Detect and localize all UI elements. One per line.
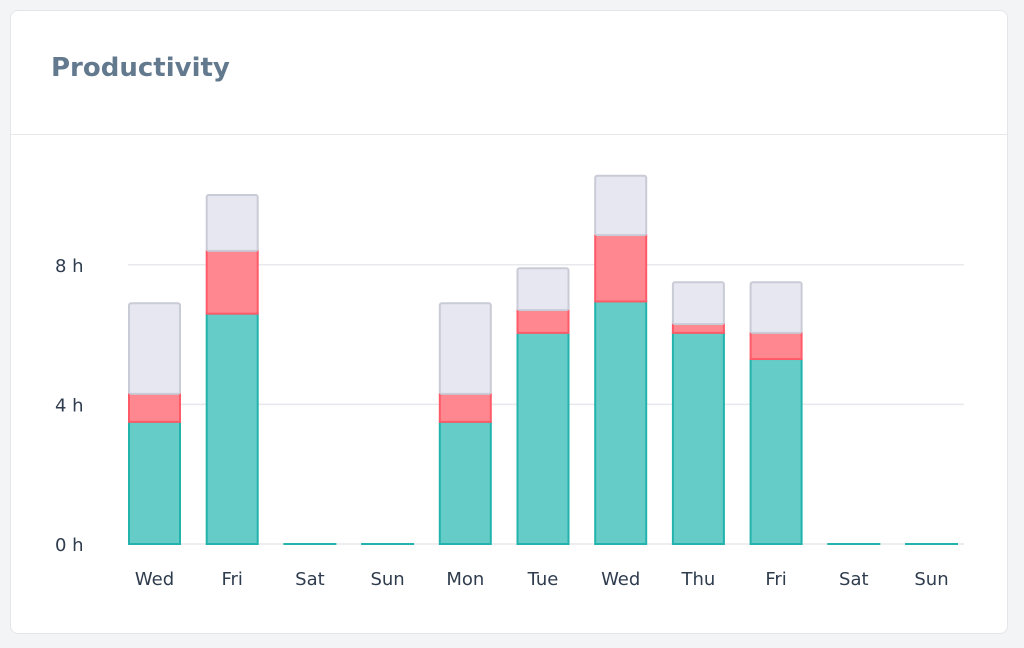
x-tick-label: Wed [135,569,174,590]
x-tick-label: Fri [221,569,242,590]
bar-segment [671,331,725,546]
x-tick-label: Sat [839,569,869,590]
bar-segment [671,281,725,326]
bar-segment [594,174,648,237]
bar-segment [749,358,803,545]
bar-segment [516,267,570,312]
bar-segment [205,249,259,315]
x-tick-label: Tue [527,569,559,590]
x-tick-label: Fri [765,569,786,590]
bar-segment [594,234,648,303]
bar-segment [128,392,181,423]
x-tick-label: Sun [370,569,404,590]
bar-segment [438,392,492,423]
bar-segment [516,331,570,546]
y-tick-label: 0 h [55,535,84,556]
bar-segment [205,194,259,252]
x-tick-label: Thu [680,569,715,590]
bar-segment [205,312,259,545]
bar-segment [128,302,181,395]
bar-segment [749,281,803,334]
bar-segment [516,309,570,334]
x-tick-label: Wed [601,569,640,590]
x-tick-label: Mon [446,569,484,590]
bar-segment [128,420,181,546]
divider [11,134,1007,135]
y-tick-label: 8 h [55,256,84,277]
card-title: Productivity [51,53,230,83]
x-tick-label: Sat [295,569,325,590]
bar-segment [671,323,725,334]
x-tick-label: Sun [914,569,948,590]
bar-segment [749,331,803,361]
bar-segment [438,302,492,395]
bar-segment [594,300,648,545]
bar-segment [438,420,492,546]
y-tick-label: 4 h [55,395,84,416]
